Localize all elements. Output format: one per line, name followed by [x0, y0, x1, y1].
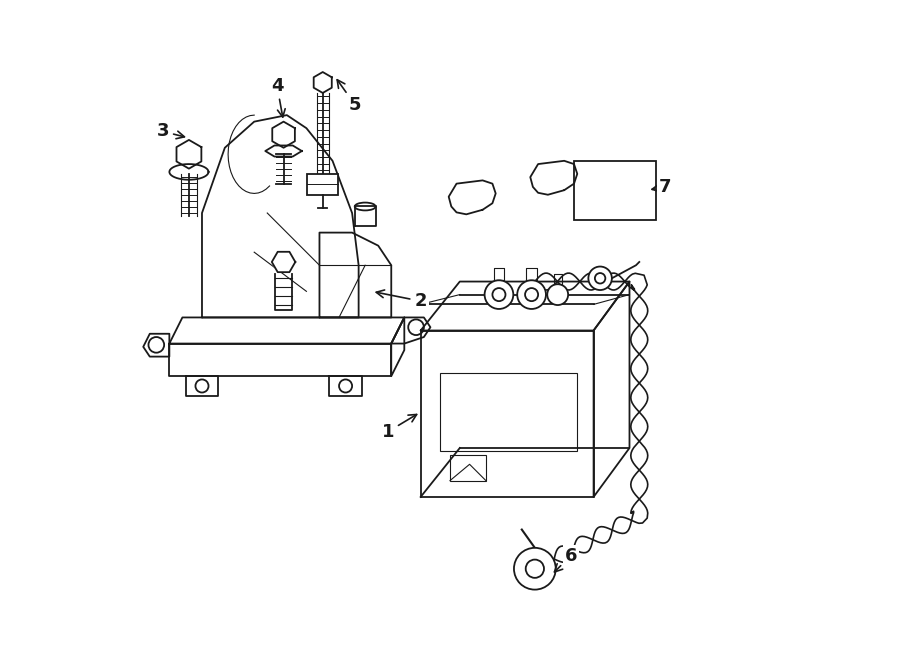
Text: 2: 2: [376, 290, 427, 310]
Polygon shape: [266, 145, 302, 157]
Circle shape: [547, 284, 568, 305]
Text: 3: 3: [157, 122, 184, 140]
Polygon shape: [169, 164, 209, 180]
Polygon shape: [530, 161, 577, 195]
Polygon shape: [273, 122, 295, 148]
Text: 4: 4: [271, 77, 285, 117]
Circle shape: [514, 548, 555, 590]
Polygon shape: [449, 180, 496, 214]
Text: 7: 7: [652, 178, 671, 196]
Text: 1: 1: [382, 414, 417, 441]
Circle shape: [518, 280, 546, 309]
Text: 5: 5: [338, 80, 362, 114]
Bar: [440, 373, 577, 451]
Polygon shape: [176, 140, 202, 169]
Polygon shape: [272, 252, 295, 272]
Bar: [574, 161, 655, 219]
Circle shape: [589, 266, 612, 290]
Polygon shape: [314, 72, 332, 93]
Bar: [307, 174, 338, 195]
Text: 6: 6: [554, 547, 577, 572]
Bar: [450, 455, 486, 481]
Circle shape: [484, 280, 513, 309]
